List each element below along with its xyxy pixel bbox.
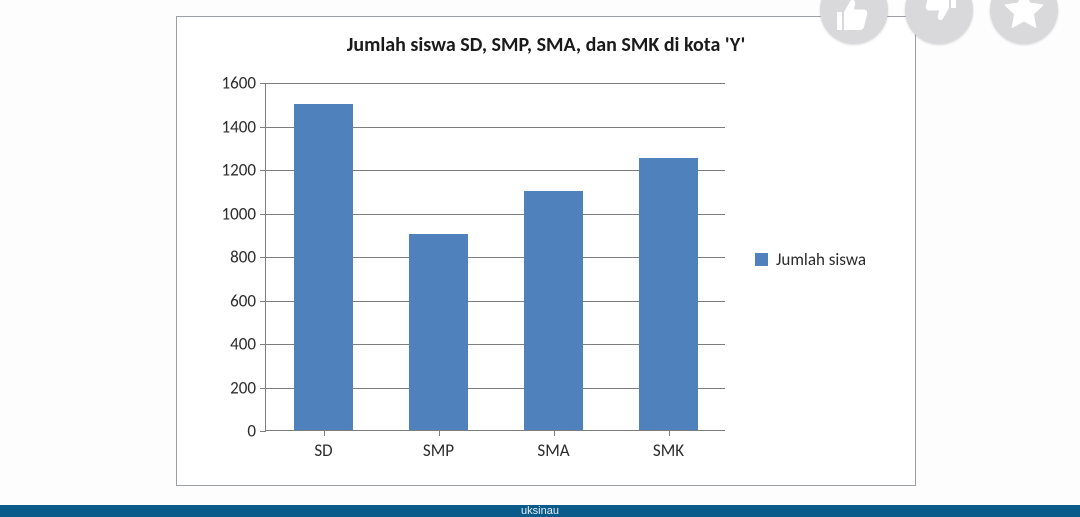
y-axis-label: 1000: [206, 203, 256, 224]
x-tick: [324, 430, 325, 436]
y-tick: [260, 431, 266, 432]
y-tick: [260, 388, 266, 389]
bar-sma: [524, 191, 584, 430]
x-axis-label: SD: [314, 440, 332, 461]
x-tick: [669, 430, 670, 436]
y-axis-label: 1400: [206, 116, 256, 137]
x-axis-label: SMA: [537, 440, 569, 461]
gridline: [266, 83, 725, 84]
y-axis-label: 800: [206, 247, 256, 268]
y-axis-label: 200: [206, 377, 256, 398]
bar-sd: [294, 104, 354, 430]
y-axis-label: 0: [206, 421, 256, 442]
watermark-strip: uksinau: [0, 505, 1080, 517]
legend-swatch: [755, 253, 768, 266]
overlay-button-thumbs-up[interactable]: [820, 0, 888, 44]
bar-smk: [639, 158, 699, 430]
chart-card: Jumlah siswa SD, SMP, SMA, dan SMK di ko…: [176, 16, 916, 486]
chart-legend: Jumlah siswa: [755, 249, 866, 270]
page-root: Jumlah siswa SD, SMP, SMA, dan SMK di ko…: [0, 0, 1080, 517]
y-axis-label: 400: [206, 334, 256, 355]
y-tick: [260, 214, 266, 215]
chart-title: Jumlah siswa SD, SMP, SMA, dan SMK di ko…: [177, 33, 915, 57]
y-tick: [260, 301, 266, 302]
watermark-text: uksinau: [521, 505, 559, 517]
overlay-button-thumbs-down[interactable]: [905, 0, 973, 44]
x-tick: [554, 430, 555, 436]
legend-label: Jumlah siswa: [776, 249, 866, 270]
chart-plot-area: 02004006008001000120014001600SDSMPSMASMK: [265, 83, 725, 431]
y-tick: [260, 127, 266, 128]
bar-smp: [409, 234, 469, 430]
overlay-button-star[interactable]: [990, 0, 1058, 44]
y-tick: [260, 83, 266, 84]
x-tick: [439, 430, 440, 436]
x-axis-label: SMP: [423, 440, 454, 461]
y-axis-label: 600: [206, 290, 256, 311]
y-tick: [260, 257, 266, 258]
y-tick: [260, 344, 266, 345]
y-tick: [260, 170, 266, 171]
y-axis-label: 1600: [206, 73, 256, 94]
y-axis-label: 1200: [206, 160, 256, 181]
x-axis-label: SMK: [653, 440, 684, 461]
